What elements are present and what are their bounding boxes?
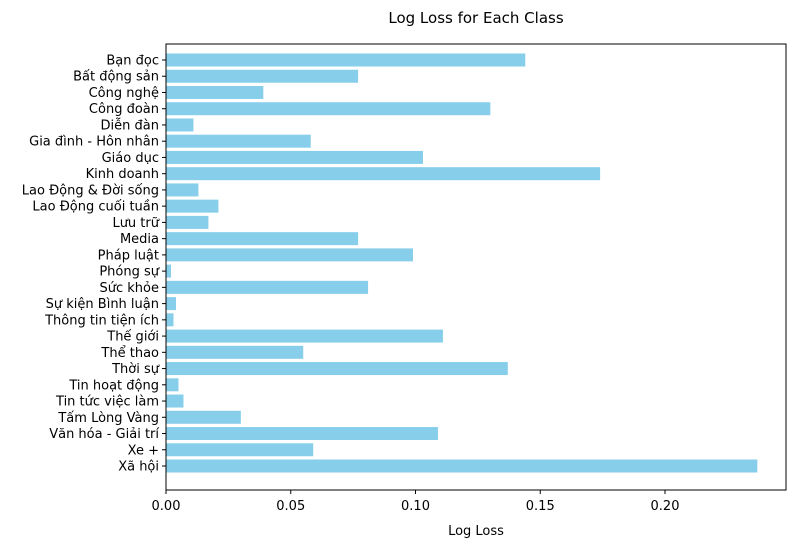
bar-23 — [166, 427, 438, 441]
bar-5 — [166, 134, 311, 148]
y-tick-label-2: Công nghệ — [89, 86, 159, 101]
bar-2 — [166, 85, 264, 99]
bar-24 — [166, 443, 314, 457]
y-tick-label-6: Giáo dục — [102, 151, 159, 166]
y-tick-label-23: Văn hóa - Giải trí — [49, 427, 159, 442]
y-tick-label-5: Gia đình - Hôn nhân — [29, 135, 159, 150]
plot-area-frame — [165, 43, 787, 491]
bar-15 — [166, 297, 176, 311]
y-tick-label-14: Sức khỏe — [100, 281, 160, 296]
bar-0 — [166, 53, 526, 67]
chart-title: Log Loss for Each Class — [388, 9, 563, 27]
y-tick-label-16: Thông tin tiện ích — [44, 313, 159, 328]
y-tick-label-17: Thế giới — [106, 330, 159, 345]
bar-12 — [166, 248, 414, 262]
y-tick-label-7: Kinh doanh — [86, 167, 159, 182]
bar-13 — [166, 264, 171, 278]
bar-20 — [166, 378, 179, 392]
y-tick-label-21: Tin tức việc làm — [55, 395, 159, 410]
y-tick-label-0: Bạn đọc — [106, 54, 159, 69]
bar-9 — [166, 199, 219, 213]
y-tick-label-9: Lao Động cuối tuần — [32, 200, 159, 215]
bar-16 — [166, 313, 174, 327]
y-tick-label-10: Lưu trữ — [112, 216, 159, 231]
y-tick-label-18: Thể thao — [100, 346, 159, 361]
y-tick-label-11: Media — [120, 232, 159, 247]
bar-25 — [166, 459, 758, 473]
bar-17 — [166, 329, 443, 343]
x-axis-label: Log Loss — [448, 524, 504, 539]
bar-3 — [166, 102, 491, 116]
x-tick-label-2: 0.10 — [401, 499, 430, 514]
bar-21 — [166, 394, 184, 408]
bar-10 — [166, 215, 209, 229]
y-tick-label-20: Tin hoạt động — [68, 378, 159, 393]
bar-4 — [166, 118, 194, 132]
y-tick-label-19: Thời sự — [111, 362, 160, 377]
bar-8 — [166, 183, 199, 197]
bar-14 — [166, 280, 369, 294]
y-tick-label-4: Diễn đàn — [101, 118, 159, 133]
x-tick-label-3: 0.15 — [526, 499, 555, 514]
bar-6 — [166, 150, 423, 164]
y-tick-label-12: Pháp luật — [98, 248, 159, 263]
y-tick-label-13: Phóng sự — [99, 265, 159, 280]
y-tick-label-8: Lao Động & Đời sống — [22, 183, 159, 198]
bar-7 — [166, 167, 601, 181]
bar-11 — [166, 232, 359, 246]
x-tick-label-0: 0.00 — [152, 499, 181, 514]
y-tick-label-22: Tấm Lòng Vàng — [57, 411, 159, 426]
y-tick-label-15: Sự kiện Bình luận — [46, 297, 159, 312]
y-tick-label-25: Xã hội — [118, 460, 159, 475]
bar-1 — [166, 69, 359, 83]
bars-layer — [166, 53, 758, 473]
bar-19 — [166, 362, 508, 376]
x-tick-label-1: 0.05 — [276, 499, 305, 514]
bar-18 — [166, 345, 304, 359]
y-tick-label-24: Xe + — [128, 443, 159, 458]
y-tick-label-1: Bất động sản — [73, 70, 159, 85]
bar-22 — [166, 410, 241, 424]
y-tick-label-3: Công đoàn — [89, 102, 159, 117]
x-tick-label-4: 0.20 — [651, 499, 680, 514]
